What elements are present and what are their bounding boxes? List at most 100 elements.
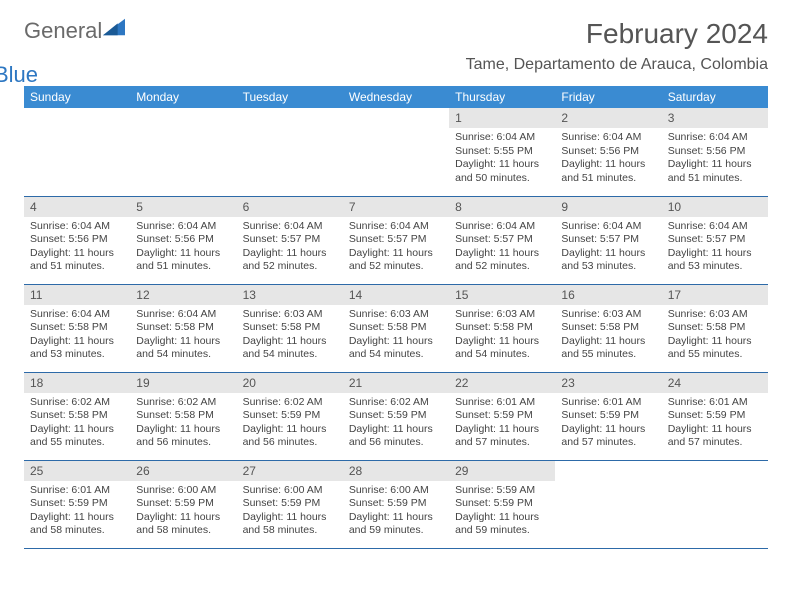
day-number: 29 <box>449 461 555 481</box>
calendar-table: Sunday Monday Tuesday Wednesday Thursday… <box>24 86 768 549</box>
calendar-day-cell: 23Sunrise: 6:01 AMSunset: 5:59 PMDayligh… <box>555 372 661 460</box>
calendar-day-cell: 5Sunrise: 6:04 AMSunset: 5:56 PMDaylight… <box>130 196 236 284</box>
daylight-text: Daylight: 11 hours and 51 minutes. <box>561 158 655 185</box>
day-number: 2 <box>555 108 661 128</box>
calendar-empty-cell <box>130 108 236 196</box>
day-details: Sunrise: 6:00 AMSunset: 5:59 PMDaylight:… <box>343 481 449 545</box>
daylight-text: Daylight: 11 hours and 58 minutes. <box>243 511 337 538</box>
sunset-text: Sunset: 5:58 PM <box>136 409 230 423</box>
logo: General Blue <box>24 18 125 70</box>
day-details: Sunrise: 6:02 AMSunset: 5:58 PMDaylight:… <box>130 393 236 457</box>
sunset-text: Sunset: 5:56 PM <box>668 145 762 159</box>
sunrise-text: Sunrise: 6:04 AM <box>561 220 655 234</box>
sunset-text: Sunset: 5:57 PM <box>561 233 655 247</box>
daylight-text: Daylight: 11 hours and 56 minutes. <box>243 423 337 450</box>
sunset-text: Sunset: 5:58 PM <box>349 321 443 335</box>
location: Tame, Departamento de Arauca, Colombia <box>466 56 768 74</box>
sunset-text: Sunset: 5:58 PM <box>30 321 124 335</box>
sunset-text: Sunset: 5:56 PM <box>30 233 124 247</box>
calendar-day-cell: 27Sunrise: 6:00 AMSunset: 5:59 PMDayligh… <box>237 460 343 548</box>
calendar-day-cell: 16Sunrise: 6:03 AMSunset: 5:58 PMDayligh… <box>555 284 661 372</box>
day-number: 12 <box>130 285 236 305</box>
logo-text-blue: Blue <box>0 62 38 87</box>
day-number: 18 <box>24 373 130 393</box>
sunrise-text: Sunrise: 6:01 AM <box>455 396 549 410</box>
sunset-text: Sunset: 5:59 PM <box>349 497 443 511</box>
logo-text-group: General Blue <box>24 18 125 70</box>
calendar-empty-cell <box>343 108 449 196</box>
calendar-day-cell: 26Sunrise: 6:00 AMSunset: 5:59 PMDayligh… <box>130 460 236 548</box>
day-details: Sunrise: 6:04 AMSunset: 5:56 PMDaylight:… <box>662 128 768 192</box>
day-details: Sunrise: 6:02 AMSunset: 5:58 PMDaylight:… <box>24 393 130 457</box>
daylight-text: Daylight: 11 hours and 52 minutes. <box>243 247 337 274</box>
logo-text-general: General <box>24 18 102 43</box>
daylight-text: Daylight: 11 hours and 56 minutes. <box>349 423 443 450</box>
sunrise-text: Sunrise: 6:04 AM <box>668 131 762 145</box>
sunrise-text: Sunrise: 6:01 AM <box>561 396 655 410</box>
daylight-text: Daylight: 11 hours and 53 minutes. <box>561 247 655 274</box>
day-header: Tuesday <box>237 86 343 108</box>
day-details: Sunrise: 6:02 AMSunset: 5:59 PMDaylight:… <box>237 393 343 457</box>
logo-triangle-icon <box>103 18 125 36</box>
day-number: 7 <box>343 197 449 217</box>
day-details: Sunrise: 6:04 AMSunset: 5:57 PMDaylight:… <box>555 217 661 281</box>
sunset-text: Sunset: 5:59 PM <box>243 409 337 423</box>
daylight-text: Daylight: 11 hours and 56 minutes. <box>136 423 230 450</box>
calendar-day-cell: 20Sunrise: 6:02 AMSunset: 5:59 PMDayligh… <box>237 372 343 460</box>
calendar-day-cell: 1Sunrise: 6:04 AMSunset: 5:55 PMDaylight… <box>449 108 555 196</box>
day-number: 22 <box>449 373 555 393</box>
calendar-day-cell: 29Sunrise: 5:59 AMSunset: 5:59 PMDayligh… <box>449 460 555 548</box>
day-details: Sunrise: 6:03 AMSunset: 5:58 PMDaylight:… <box>662 305 768 369</box>
sunrise-text: Sunrise: 6:04 AM <box>668 220 762 234</box>
day-details: Sunrise: 6:03 AMSunset: 5:58 PMDaylight:… <box>343 305 449 369</box>
calendar-day-cell: 19Sunrise: 6:02 AMSunset: 5:58 PMDayligh… <box>130 372 236 460</box>
daylight-text: Daylight: 11 hours and 53 minutes. <box>668 247 762 274</box>
calendar-day-cell: 17Sunrise: 6:03 AMSunset: 5:58 PMDayligh… <box>662 284 768 372</box>
daylight-text: Daylight: 11 hours and 57 minutes. <box>455 423 549 450</box>
sunset-text: Sunset: 5:58 PM <box>561 321 655 335</box>
day-details: Sunrise: 6:01 AMSunset: 5:59 PMDaylight:… <box>555 393 661 457</box>
day-details: Sunrise: 6:04 AMSunset: 5:55 PMDaylight:… <box>449 128 555 192</box>
sunrise-text: Sunrise: 6:00 AM <box>349 484 443 498</box>
day-details: Sunrise: 6:04 AMSunset: 5:56 PMDaylight:… <box>24 217 130 281</box>
daylight-text: Daylight: 11 hours and 58 minutes. <box>136 511 230 538</box>
sunrise-text: Sunrise: 5:59 AM <box>455 484 549 498</box>
day-details: Sunrise: 6:03 AMSunset: 5:58 PMDaylight:… <box>237 305 343 369</box>
calendar-day-cell: 9Sunrise: 6:04 AMSunset: 5:57 PMDaylight… <box>555 196 661 284</box>
calendar-day-cell: 8Sunrise: 6:04 AMSunset: 5:57 PMDaylight… <box>449 196 555 284</box>
calendar-day-cell: 13Sunrise: 6:03 AMSunset: 5:58 PMDayligh… <box>237 284 343 372</box>
day-number: 1 <box>449 108 555 128</box>
sunrise-text: Sunrise: 6:02 AM <box>243 396 337 410</box>
sunset-text: Sunset: 5:59 PM <box>668 409 762 423</box>
daylight-text: Daylight: 11 hours and 55 minutes. <box>30 423 124 450</box>
sunrise-text: Sunrise: 6:03 AM <box>243 308 337 322</box>
sunset-text: Sunset: 5:58 PM <box>136 321 230 335</box>
day-details: Sunrise: 6:04 AMSunset: 5:56 PMDaylight:… <box>555 128 661 192</box>
day-number: 16 <box>555 285 661 305</box>
calendar-day-cell: 25Sunrise: 6:01 AMSunset: 5:59 PMDayligh… <box>24 460 130 548</box>
day-number: 21 <box>343 373 449 393</box>
day-header-row: Sunday Monday Tuesday Wednesday Thursday… <box>24 86 768 108</box>
daylight-text: Daylight: 11 hours and 53 minutes. <box>30 335 124 362</box>
day-number: 6 <box>237 197 343 217</box>
calendar-day-cell: 18Sunrise: 6:02 AMSunset: 5:58 PMDayligh… <box>24 372 130 460</box>
sunrise-text: Sunrise: 6:01 AM <box>668 396 762 410</box>
sunset-text: Sunset: 5:59 PM <box>136 497 230 511</box>
sunset-text: Sunset: 5:58 PM <box>455 321 549 335</box>
daylight-text: Daylight: 11 hours and 52 minutes. <box>349 247 443 274</box>
sunrise-text: Sunrise: 6:04 AM <box>455 131 549 145</box>
day-details: Sunrise: 6:03 AMSunset: 5:58 PMDaylight:… <box>449 305 555 369</box>
calendar-day-cell: 24Sunrise: 6:01 AMSunset: 5:59 PMDayligh… <box>662 372 768 460</box>
calendar-week-row: 11Sunrise: 6:04 AMSunset: 5:58 PMDayligh… <box>24 284 768 372</box>
sunset-text: Sunset: 5:59 PM <box>455 409 549 423</box>
day-details: Sunrise: 6:04 AMSunset: 5:58 PMDaylight:… <box>24 305 130 369</box>
header: General Blue February 2024 Tame, Departa… <box>24 18 768 74</box>
calendar-day-cell: 11Sunrise: 6:04 AMSunset: 5:58 PMDayligh… <box>24 284 130 372</box>
day-details: Sunrise: 6:04 AMSunset: 5:56 PMDaylight:… <box>130 217 236 281</box>
daylight-text: Daylight: 11 hours and 54 minutes. <box>243 335 337 362</box>
day-header: Sunday <box>24 86 130 108</box>
calendar-day-cell: 4Sunrise: 6:04 AMSunset: 5:56 PMDaylight… <box>24 196 130 284</box>
day-number: 25 <box>24 461 130 481</box>
calendar-day-cell: 10Sunrise: 6:04 AMSunset: 5:57 PMDayligh… <box>662 196 768 284</box>
day-number: 24 <box>662 373 768 393</box>
